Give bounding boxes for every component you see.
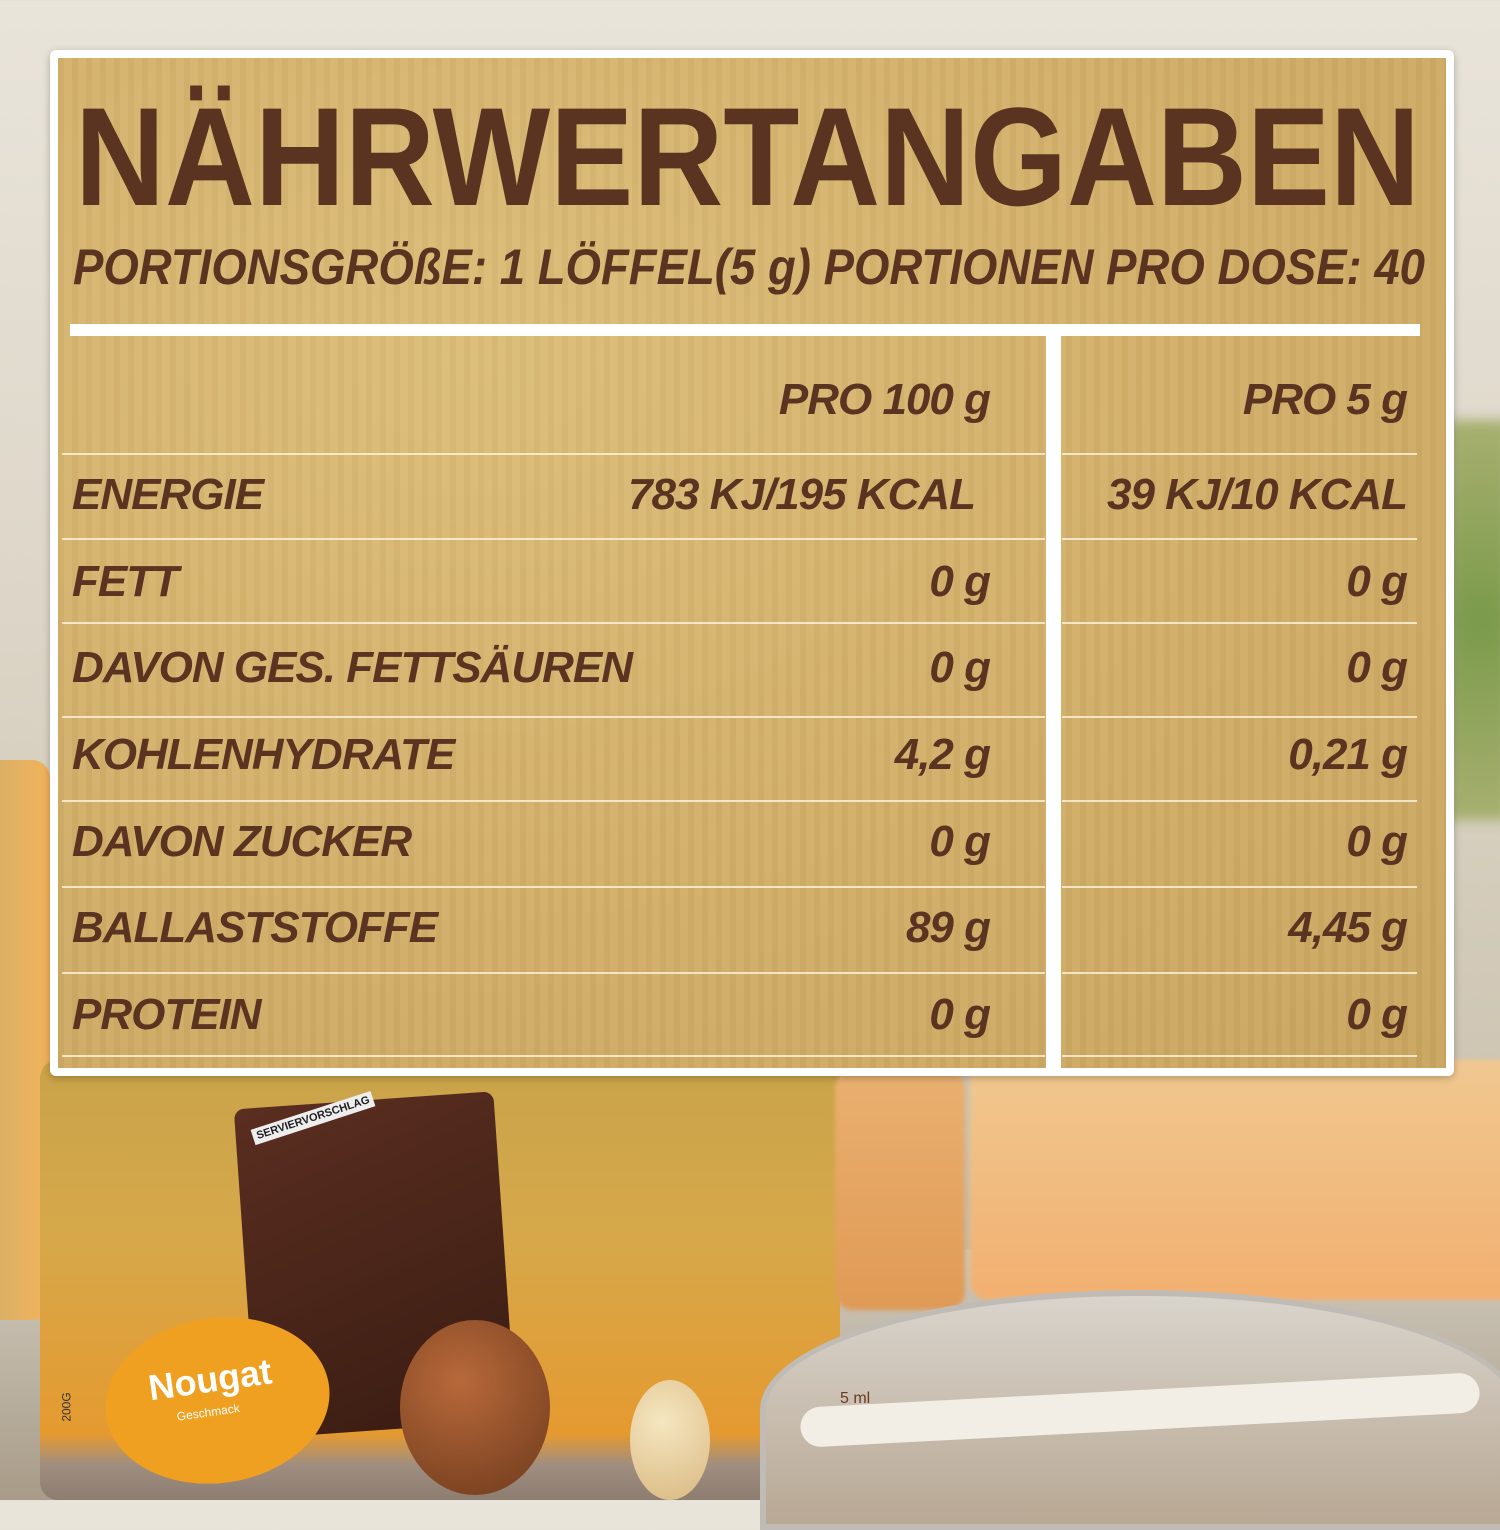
value-per-100g: 4,2 g [894,730,991,779]
can-weight: 200G [59,1392,74,1422]
page-title: NÄHRWERTANGABEN [75,78,1420,235]
value-per-100g: 783 KJ/195 KCAL [628,470,976,519]
value-per-100g: 0 g [929,643,991,692]
value-per-5g: 0 g [1346,643,1408,692]
kraft-background [58,58,1446,1068]
row-separator [1062,453,1417,455]
nutrient-name: FETT [72,557,179,606]
nutrient-name: ENERGIE [72,470,264,519]
nutrient-name: BALLASTSTOFFE [72,903,438,952]
column-header-per100: PRO 100 g [778,375,991,424]
row-separator [62,453,1045,455]
value-per-100g: 0 g [929,817,991,866]
row-separator [1062,972,1417,974]
column-header-per5: PRO 5 g [1242,375,1408,424]
row-separator [1062,1055,1417,1057]
value-per-5g: 0 g [1346,557,1408,606]
column-divider [1046,336,1061,1068]
value-per-5g: 0 g [1346,990,1408,1039]
serving-info: PORTIONSGRÖßE: 1 LÖFFEL(5 g) PORTIONEN P… [73,239,1425,295]
row-separator [1062,800,1417,802]
row-separator [1062,886,1417,888]
row-separator [1062,716,1417,718]
row-separator [62,800,1045,802]
can-right-background [970,1060,1500,1300]
value-per-5g: 0,21 g [1288,730,1408,779]
row-separator [62,972,1045,974]
nutrient-name: DAVON ZUCKER [72,817,412,866]
header-text: NÄHRWERTANGABEN PORTIONSGRÖßE: 1 LÖFFEL(… [73,78,1425,295]
row-separator [62,622,1045,624]
value-per-5g: 39 KJ/10 KCAL [1106,470,1408,519]
row-separator [62,538,1045,540]
hazelnut-image [630,1380,710,1500]
flavor-name: Nougat [145,1350,275,1409]
nutrient-name: KOHLENHYDRATE [72,730,455,779]
value-per-100g: 89 g [905,903,991,952]
nutrient-name: DAVON GES. FETTSÄUREN [72,643,633,692]
row-separator [62,1055,1045,1057]
nutrition-panel [50,50,1454,1076]
value-per-100g: 0 g [929,990,991,1039]
header-divider [70,324,1420,336]
value-per-5g: 0 g [1346,817,1408,866]
row-separator [1062,622,1417,624]
row-separator [62,886,1045,888]
can-middle-background [835,1070,965,1310]
value-per-100g: 0 g [929,557,991,606]
row-separator [1062,538,1417,540]
scoop-mark: 5 ml [840,1390,871,1407]
row-separator [62,716,1045,718]
plant-background [1450,420,1500,820]
nutrient-name: PROTEIN [72,990,262,1039]
hazelnut-image [400,1320,550,1495]
value-per-5g: 4,45 g [1288,903,1408,952]
